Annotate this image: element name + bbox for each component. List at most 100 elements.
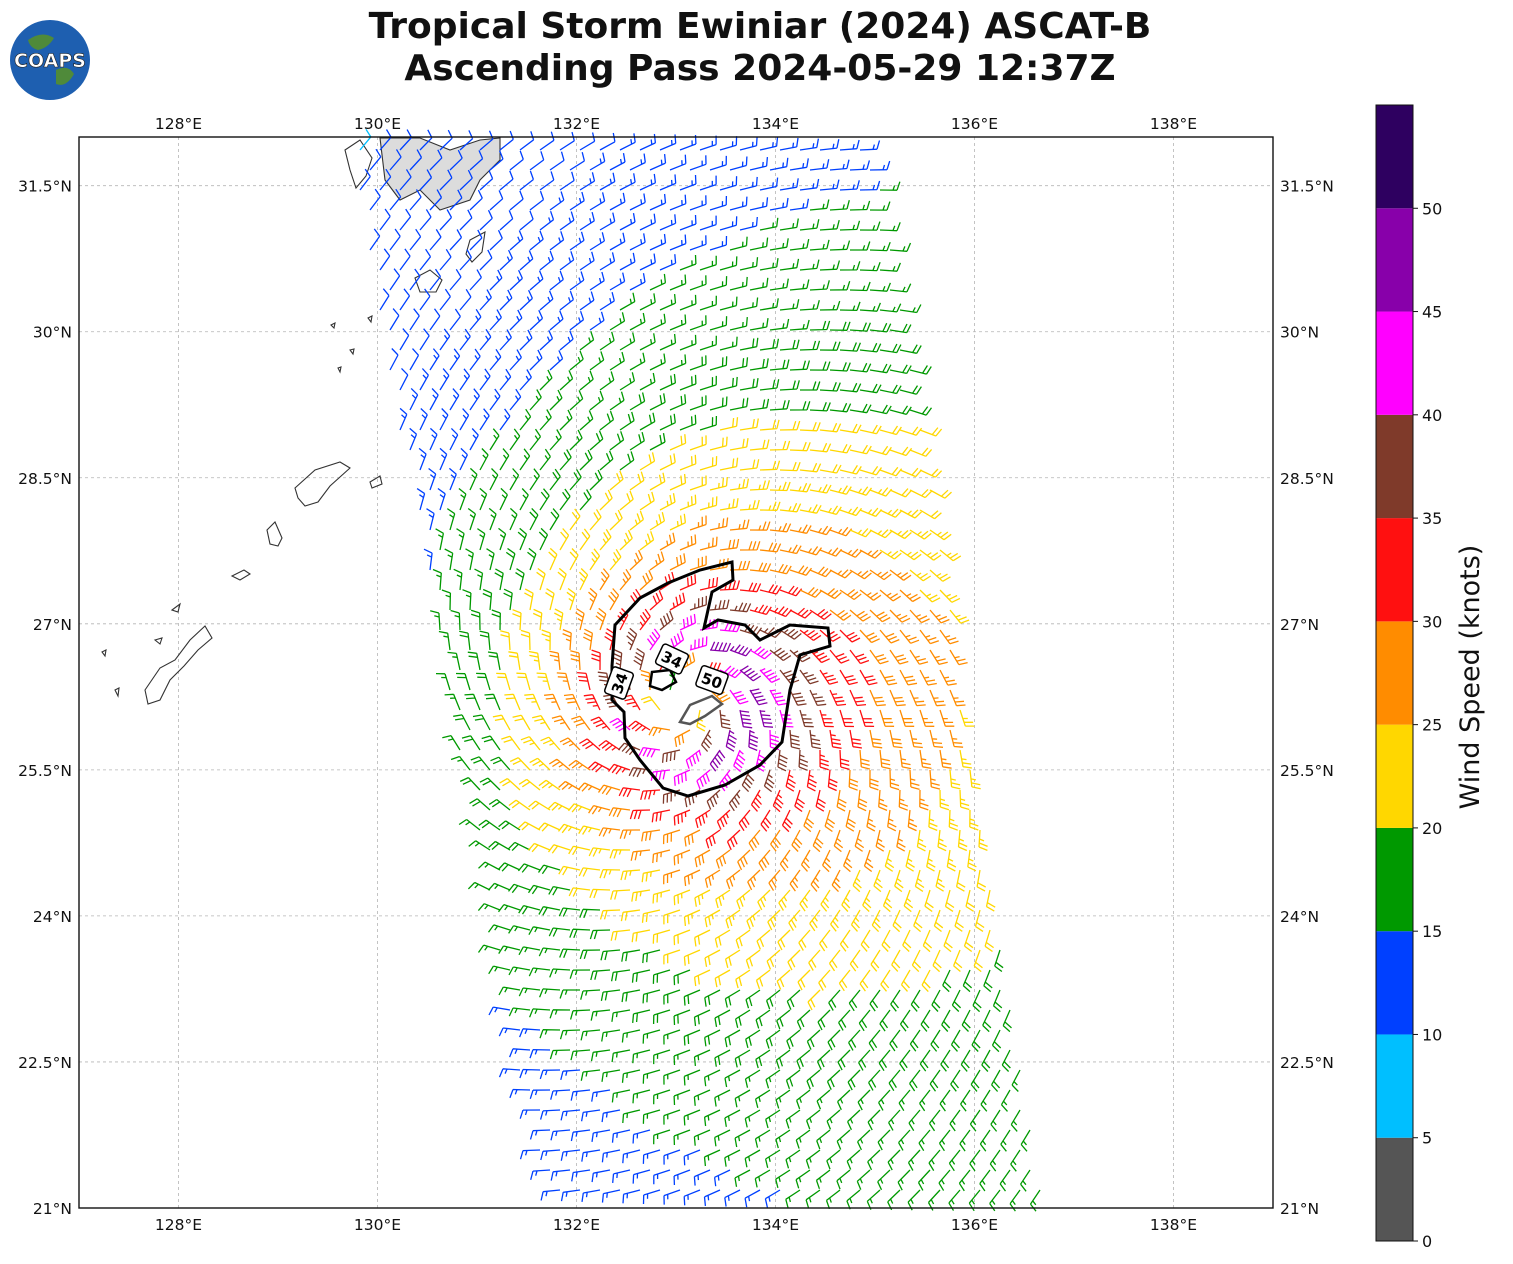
wind-barb — [489, 309, 502, 331]
wind-barb — [652, 929, 671, 944]
wind-barb — [898, 1089, 911, 1112]
wind-barb — [429, 348, 440, 371]
wind-barb — [508, 841, 531, 852]
wind-barb — [1002, 1009, 1012, 1033]
wind-barb — [839, 929, 851, 952]
wind-barb — [889, 1029, 901, 1052]
wind-barb — [749, 646, 772, 660]
wind-barb — [909, 529, 932, 540]
wind-barb — [559, 989, 580, 999]
wind-barb — [673, 1169, 691, 1186]
wind-barb — [540, 736, 561, 751]
wind-barb — [778, 889, 791, 911]
wind-barb — [590, 1049, 611, 1062]
wind-barb — [529, 1089, 551, 1099]
wind-barb — [595, 607, 607, 631]
wind-barb — [689, 235, 707, 251]
wind-barb — [693, 969, 711, 987]
wind-barb — [919, 1089, 931, 1112]
wind-barb — [539, 409, 552, 431]
wind-barb — [662, 829, 681, 845]
wind-barb — [939, 709, 955, 727]
wind-barb — [559, 330, 574, 351]
wind-barb — [928, 1149, 941, 1171]
wind-barb — [818, 969, 831, 991]
wind-barb — [909, 447, 933, 457]
wind-barb — [669, 473, 687, 491]
wind-barb — [659, 493, 676, 511]
wind-barb — [639, 570, 654, 591]
wind-barb — [489, 229, 503, 251]
wind-barb — [848, 989, 861, 1012]
wind-barb — [609, 849, 631, 859]
wind-barb — [960, 1089, 971, 1112]
wind-barb — [569, 231, 585, 251]
wind-barb — [529, 1129, 551, 1140]
wind-barb — [749, 398, 770, 411]
wind-barb — [919, 1049, 931, 1072]
wind-barb — [785, 1109, 801, 1129]
wind-barb — [609, 152, 626, 171]
wind-barb — [826, 1069, 841, 1090]
wind-barb — [663, 1149, 681, 1165]
wind-barb — [579, 738, 601, 751]
wind-barb — [976, 869, 987, 892]
wind-barb — [969, 1149, 981, 1172]
wind-barb — [709, 689, 731, 703]
wind-barb — [709, 641, 732, 653]
wind-barb — [862, 889, 872, 912]
wind-barb — [759, 137, 779, 151]
wind-barb — [679, 294, 697, 311]
wind-barb — [781, 809, 793, 833]
wind-barb — [888, 1069, 901, 1092]
coastline — [230, 569, 252, 581]
wind-barb — [839, 423, 862, 434]
wind-barb — [459, 288, 472, 311]
wind-barb — [846, 1189, 861, 1210]
wind-barb — [559, 290, 575, 311]
wind-barb — [846, 1149, 861, 1170]
wind-barb — [799, 629, 822, 641]
wind-barb — [729, 519, 750, 531]
wind-barb — [879, 425, 902, 436]
wind-barb — [469, 269, 482, 291]
wind-barb — [640, 695, 661, 711]
wind-barb — [491, 609, 501, 631]
wind-barb — [649, 154, 667, 171]
wind-barb — [439, 169, 453, 191]
wind-barb — [474, 568, 484, 591]
wind-barb — [409, 189, 422, 211]
wind-barb — [938, 1169, 951, 1191]
wind-barb — [604, 628, 615, 651]
wind-barb — [439, 209, 453, 231]
wind-barb — [808, 949, 821, 971]
wind-barb — [489, 150, 504, 171]
wind-barb — [719, 498, 739, 511]
wind-barb — [769, 197, 789, 211]
lon-tick-label-top: 134°E — [752, 115, 799, 133]
wind-barb — [550, 1129, 571, 1141]
wind-barb — [504, 693, 521, 711]
wind-barb — [705, 829, 721, 849]
wind-barb — [489, 348, 502, 371]
wind-barb — [879, 669, 898, 686]
wind-barb — [739, 499, 760, 511]
wind-barb — [948, 809, 959, 831]
wind-barb — [789, 360, 811, 371]
wind-barb — [539, 1069, 561, 1080]
wind-barb — [598, 827, 621, 837]
wind-barb — [709, 749, 726, 772]
wind-barb — [939, 789, 950, 811]
wind-barb — [669, 354, 687, 371]
wind-barb — [896, 829, 906, 852]
wind-barb — [550, 1089, 571, 1100]
wind-barb — [619, 829, 641, 839]
wind-barb — [1000, 1089, 1011, 1112]
wind-barb — [389, 308, 400, 331]
wind-barb — [716, 809, 731, 830]
wind-barb — [859, 383, 882, 394]
wind-barb — [748, 829, 761, 852]
wind-barb — [899, 589, 921, 603]
wind-barb — [837, 1049, 851, 1071]
wind-barb — [819, 669, 839, 685]
